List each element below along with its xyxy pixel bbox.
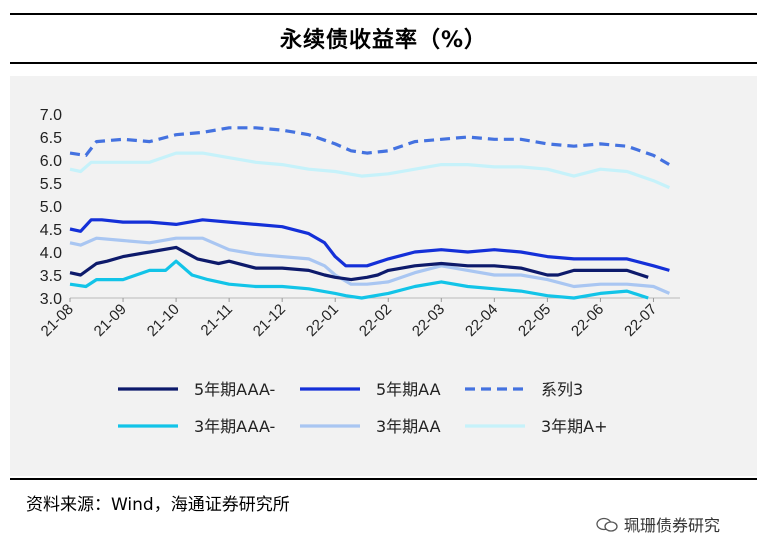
x-axis: 21-08 21-09 21-10 21-11 21-12 22-01 22-02 22-03… — [38, 297, 680, 340]
x-tick-label: 21-12 — [250, 301, 289, 340]
series-layer — [69, 126, 671, 300]
x-tick-label: 22-07 — [621, 301, 660, 340]
y-tick-label: 3.5 — [40, 268, 62, 285]
watermark-text: 珮珊债券研究 — [624, 516, 721, 535]
x-tick-label: 22-05 — [515, 301, 554, 340]
top-rule — [10, 13, 757, 15]
wechat-icon — [596, 517, 618, 532]
y-tick-label: 3.0 — [40, 291, 62, 308]
series-line — [69, 218, 670, 272]
legend-label: 3年期AA — [376, 417, 441, 436]
series-line — [69, 259, 649, 300]
y-tick-label: 5.5 — [40, 176, 62, 193]
series-line — [69, 236, 671, 295]
chart-title: 永续债收益率（%） — [279, 28, 488, 53]
x-tick-label: 21-11 — [198, 301, 236, 339]
source-note: 资料来源：Wind，海通证券研究所 — [26, 495, 290, 515]
x-tick-label: 22-02 — [356, 301, 395, 340]
legend: 5年期AAA- 5年期AA 系列3 3年期AAA- 3年期AA 3年期A+ — [118, 380, 608, 436]
x-tick-label: 21-10 — [144, 301, 183, 340]
series-line — [69, 126, 671, 166]
y-tick-label: 7.0 — [40, 107, 62, 124]
y-tick-label: 4.0 — [40, 245, 62, 262]
series-line — [69, 245, 649, 282]
watermark: 珮珊债券研究 — [596, 512, 720, 536]
legend-label: 5年期AA — [376, 380, 441, 399]
y-tick-label: 5.0 — [40, 199, 62, 216]
series-line — [69, 151, 671, 190]
y-tick-label: 4.5 — [40, 222, 62, 239]
legend-label: 3年期AAA- — [194, 417, 275, 436]
x-tick-label: 22-06 — [568, 301, 607, 340]
yield-line-chart: 7.06.56.05.55.04.54.03.53.0 21-08 21-09 21… — [38, 107, 680, 436]
bottom-rule — [10, 478, 757, 480]
legend-label: 3年期A+ — [541, 417, 608, 436]
x-tick-label: 22-01 — [303, 301, 342, 340]
legend-label: 5年期AAA- — [194, 380, 275, 399]
y-tick-label: 6.0 — [40, 153, 62, 170]
x-tick-label: 21-09 — [91, 301, 130, 340]
y-axis: 7.0 6.5 6.0 5.5 5.0 4.5 4.0 3.5 3.0 — [40, 107, 62, 308]
legend-label: 系列3 — [541, 380, 583, 399]
x-tick-label: 22-03 — [409, 301, 448, 340]
title-rule — [10, 62, 757, 64]
y-tick-label: 6.5 — [40, 130, 62, 147]
x-tick-label: 22-04 — [462, 301, 501, 340]
